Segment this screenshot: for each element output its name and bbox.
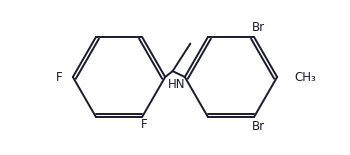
Text: F: F (141, 118, 147, 131)
Text: F: F (56, 71, 62, 84)
Text: Br: Br (251, 21, 265, 34)
Text: Br: Br (251, 120, 265, 133)
Text: CH₃: CH₃ (295, 71, 316, 84)
Text: HN: HN (168, 78, 186, 91)
